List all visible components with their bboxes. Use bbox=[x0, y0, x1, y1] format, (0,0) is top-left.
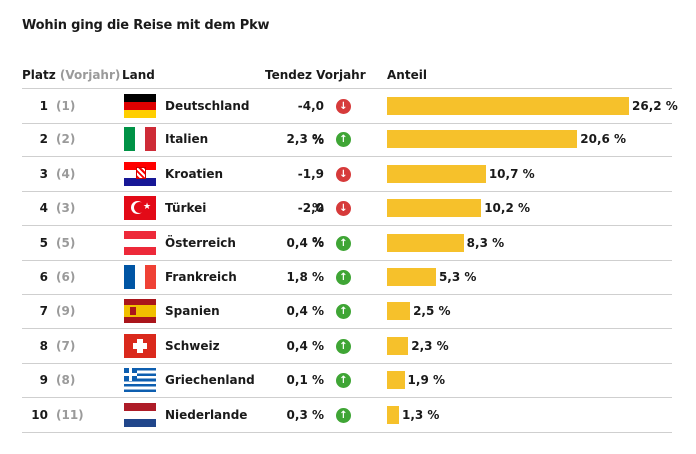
netherlands-flag bbox=[124, 402, 156, 427]
previous-rank: (9) bbox=[56, 304, 76, 319]
rank-value: 2 bbox=[39, 132, 48, 147]
table-row: 1 (1) Deutschland -4,0 % ↓ 26,2 % bbox=[22, 88, 678, 147]
share-label: 26,2 % bbox=[632, 99, 678, 113]
spain-flag bbox=[124, 299, 156, 324]
previous-rank: (6) bbox=[56, 270, 76, 284]
share-bar bbox=[387, 97, 629, 115]
share-label: 1,9 % bbox=[407, 373, 446, 388]
share-label: 20,6 % bbox=[580, 132, 627, 147]
trend-value: -1,9 % bbox=[297, 166, 324, 215]
share-bar bbox=[387, 130, 578, 149]
arrow-down-icon: ↓ bbox=[336, 166, 351, 182]
table-row: 3 (4) Kroatien -1,9 % ↓ 10,7 % bbox=[22, 157, 672, 215]
share-label: 8,3 % bbox=[466, 235, 505, 250]
country-name: Niederlande bbox=[165, 407, 248, 422]
turkey-flag: ★ bbox=[124, 196, 156, 221]
trend-value: 0,4 % bbox=[286, 338, 324, 353]
country-name: Italien bbox=[165, 132, 209, 147]
previous-rank: (3) bbox=[56, 201, 76, 216]
croatia-flag bbox=[124, 161, 156, 186]
trend-value: 2,3 % bbox=[286, 132, 324, 147]
share-bar bbox=[387, 268, 436, 286]
country-name: Kroatien bbox=[165, 166, 224, 181]
header-rank-label: Platz bbox=[22, 68, 56, 82]
trend-value: 0,3 % bbox=[286, 407, 324, 422]
previous-rank: (8) bbox=[56, 373, 76, 388]
share-bar bbox=[387, 405, 399, 424]
trend-value: 0,1 % bbox=[286, 373, 324, 388]
share-bar bbox=[387, 199, 482, 218]
previous-rank: (11) bbox=[56, 407, 84, 422]
previous-rank: (4) bbox=[56, 166, 76, 181]
arrow-up-icon: ↑ bbox=[336, 338, 351, 354]
header-trend: Tendez Vorjahr bbox=[265, 68, 366, 82]
arrow-up-icon: ↑ bbox=[336, 407, 351, 423]
switzerland-flag bbox=[124, 333, 156, 358]
chart-title: Wohin ging die Reise mit dem Pkw bbox=[22, 18, 270, 33]
rank-value: 9 bbox=[39, 373, 48, 388]
table-row: 5 (5) Österreich 0,4 % ↑ 8,3 % bbox=[22, 226, 672, 261]
rank-value: 6 bbox=[39, 270, 48, 284]
rank-value: 4 bbox=[39, 201, 48, 216]
previous-rank: (1) bbox=[56, 99, 76, 113]
country-name: Österreich bbox=[165, 235, 236, 250]
table-row: 6 (6) Frankreich 1,8 % ↑ 5,3 % bbox=[22, 260, 672, 295]
previous-rank: (5) bbox=[56, 235, 76, 250]
share-label: 10,7 % bbox=[488, 166, 535, 181]
table-row: 9 (8) Griechenland 0,1 % ↑ 1,9 % bbox=[22, 363, 672, 399]
header-share: Anteil bbox=[387, 68, 427, 82]
country-name: Frankreich bbox=[165, 270, 237, 284]
previous-rank: (2) bbox=[56, 132, 76, 147]
share-label: 5,3 % bbox=[438, 270, 477, 284]
arrow-down-icon: ↓ bbox=[336, 99, 351, 114]
rank-value: 3 bbox=[39, 166, 48, 181]
country-name: Türkei bbox=[165, 201, 207, 216]
share-bar bbox=[387, 336, 409, 355]
france-flag bbox=[124, 265, 156, 289]
header-country: Land bbox=[122, 68, 155, 82]
table-row: 4 (3) ★ Türkei -2,0 % ↓ 10,2 % bbox=[22, 191, 672, 250]
share-label: 10,2 % bbox=[484, 201, 531, 216]
arrow-down-icon: ↓ bbox=[336, 201, 351, 217]
share-bar bbox=[387, 371, 405, 390]
table-row: 10 (11) Niederlande 0,3 % ↑ 1,3 % bbox=[22, 398, 672, 433]
italy-flag bbox=[124, 127, 156, 152]
greece-flag bbox=[124, 368, 156, 393]
trend-value: 0,4 % bbox=[286, 304, 324, 319]
share-label: 2,5 % bbox=[413, 304, 451, 319]
share-bar bbox=[387, 233, 464, 252]
rank-value: 5 bbox=[39, 235, 48, 250]
previous-rank: (7) bbox=[56, 338, 76, 353]
rank-value: 7 bbox=[39, 304, 48, 319]
country-name: Spanien bbox=[165, 304, 220, 319]
country-name: Griechenland bbox=[165, 373, 255, 388]
country-name: Deutschland bbox=[165, 99, 250, 113]
arrow-up-icon: ↑ bbox=[336, 132, 351, 148]
arrow-up-icon: ↑ bbox=[336, 235, 351, 251]
table-row: 2 (2) Italien 2,3 % ↑ 20,6 % bbox=[22, 122, 672, 158]
rank-value: 8 bbox=[39, 338, 48, 353]
trend-value: 0,4 % bbox=[286, 235, 324, 250]
country-name: Schweiz bbox=[165, 338, 220, 353]
arrow-up-icon: ↑ bbox=[336, 373, 351, 389]
trend-value: -2,0 % bbox=[297, 201, 324, 250]
rank-value: 10 bbox=[31, 407, 48, 422]
share-bar bbox=[387, 164, 486, 183]
austria-flag bbox=[124, 230, 156, 255]
table-row: 7 (9) Spanien 0,4 % ↑ 2,5 % bbox=[22, 294, 672, 330]
header-prev-label: (Vorjahr) bbox=[59, 68, 121, 82]
table-row: 8 (7) Schweiz 0,4 % ↑ 2,3 % bbox=[22, 329, 672, 364]
trend-value: -4,0 % bbox=[297, 99, 324, 147]
arrow-up-icon: ↑ bbox=[336, 304, 351, 320]
germany-flag bbox=[124, 94, 156, 118]
rank-value: 1 bbox=[39, 99, 48, 113]
trend-value: 1,8 % bbox=[286, 270, 324, 284]
share-label: 1,3 % bbox=[402, 407, 440, 422]
arrow-up-icon: ↑ bbox=[336, 270, 351, 285]
share-label: 2,3 % bbox=[411, 338, 449, 353]
share-bar bbox=[387, 302, 411, 321]
header-rank: Platz (Vorjahr) bbox=[22, 68, 120, 82]
